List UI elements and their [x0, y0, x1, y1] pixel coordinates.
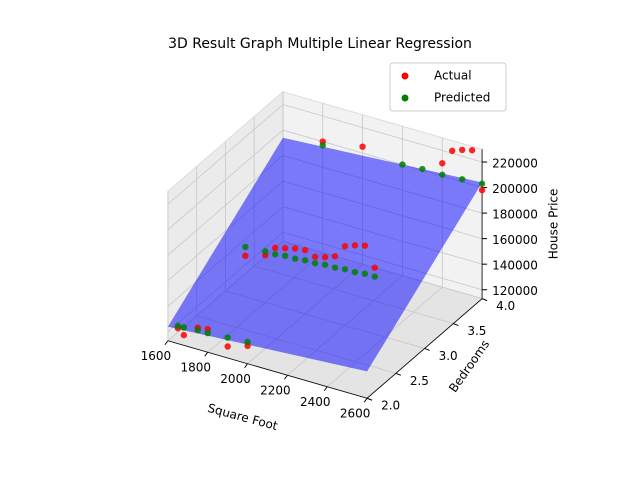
data-point	[449, 147, 456, 155]
y-tick	[366, 397, 373, 401]
axis-line	[167, 340, 368, 399]
legend-label: Predicted	[434, 91, 490, 105]
data-point	[478, 186, 486, 194]
data-point	[371, 273, 378, 280]
data-point	[180, 331, 188, 339]
data-point	[301, 257, 309, 264]
z-tick-label: 200000	[492, 182, 538, 196]
data-point	[180, 324, 188, 331]
x-tick	[204, 351, 209, 357]
data-point	[301, 246, 309, 254]
data-point	[311, 259, 319, 267]
x-tick-label: 2000	[220, 372, 251, 386]
x-tick-label: 2600	[340, 407, 371, 421]
data-point	[351, 268, 359, 276]
data-point	[174, 322, 182, 329]
data-point	[341, 266, 349, 273]
data-point	[262, 248, 269, 255]
x-tick	[363, 397, 368, 403]
data-point	[272, 244, 279, 252]
z-tick-label: 220000	[492, 157, 538, 171]
data-point	[244, 338, 251, 346]
data-point	[458, 176, 466, 183]
z-axis-label: House Price	[547, 189, 561, 260]
y-tick	[395, 372, 402, 376]
data-point	[468, 147, 476, 154]
data-point	[331, 264, 339, 271]
x-tick-label: 2200	[260, 384, 291, 398]
y-tick-label: 2.0	[381, 399, 400, 413]
data-point	[458, 146, 466, 154]
data-point	[361, 242, 369, 249]
legend-label: Actual	[434, 69, 472, 83]
data-point	[399, 161, 406, 168]
grid-line	[167, 129, 284, 230]
y-tick-label: 3.0	[439, 349, 458, 363]
chart-title: 3D Result Graph Multiple Linear Regressi…	[168, 36, 472, 52]
z-tick-label: 120000	[492, 284, 538, 298]
data-point	[281, 252, 289, 260]
data-point	[321, 261, 329, 268]
y-tick	[453, 323, 459, 327]
x-tick	[244, 363, 248, 369]
x-tick-label: 1800	[180, 361, 211, 375]
data-point	[224, 343, 231, 350]
data-point	[242, 252, 249, 260]
data-point	[359, 143, 366, 150]
z-tick-label: 160000	[492, 233, 538, 247]
data-point	[439, 160, 446, 167]
data-point	[291, 245, 299, 252]
data-point	[204, 329, 211, 337]
data-point	[321, 253, 329, 261]
x-tick-label: 1600	[141, 349, 172, 363]
legend-frame	[389, 62, 507, 112]
y-tick-label: 4.0	[496, 299, 515, 313]
data-point	[319, 142, 326, 149]
z-tick-label: 140000	[492, 259, 538, 273]
legend: Actual Predicted	[389, 62, 507, 112]
data-point	[242, 243, 249, 251]
data-point	[194, 327, 201, 334]
data-point	[331, 252, 339, 260]
x-tick	[284, 374, 288, 380]
data-point	[224, 334, 231, 341]
data-point	[311, 253, 319, 261]
grid-line	[282, 104, 483, 163]
y-tick-label: 3.5	[467, 324, 486, 338]
data-point	[361, 270, 369, 277]
z-tick-label: 180000	[492, 208, 538, 222]
legend-marker	[401, 72, 409, 80]
data-point	[291, 255, 299, 262]
legend-marker	[401, 94, 409, 102]
y-axis-label: Bedrooms	[446, 337, 492, 395]
data-point	[478, 180, 486, 187]
axis-line	[366, 298, 483, 399]
y-tick-label: 2.5	[410, 374, 429, 388]
x-axis-label: Square Foot	[206, 401, 279, 433]
data-point	[341, 243, 349, 250]
data-point	[351, 242, 359, 249]
y-tick	[424, 347, 430, 351]
x-tick-label: 2400	[300, 395, 331, 409]
data-point	[281, 244, 289, 252]
x-tick	[323, 386, 328, 392]
data-point	[272, 251, 279, 258]
x-tick	[164, 340, 169, 346]
y-tick	[481, 298, 488, 302]
grid-line	[167, 104, 284, 205]
data-point	[419, 165, 426, 173]
data-point	[439, 171, 446, 178]
data-point	[371, 264, 378, 271]
